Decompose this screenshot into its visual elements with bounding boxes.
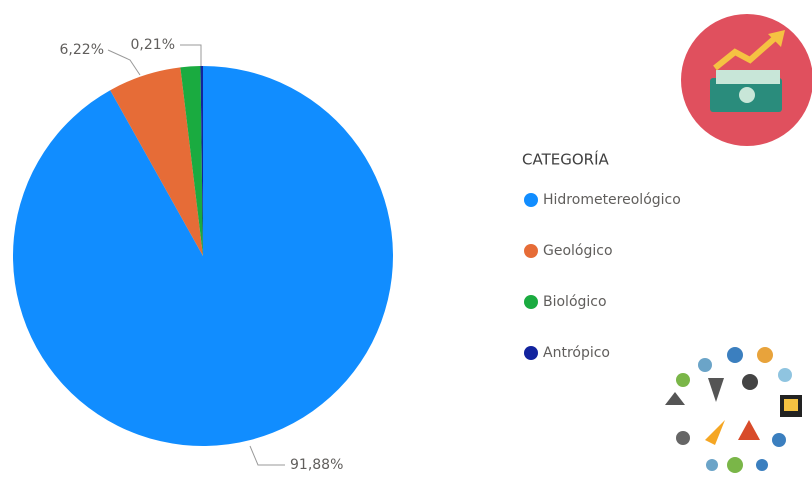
icon [756,459,768,471]
icon-arrowhead [768,30,785,47]
icon-arrow [713,35,777,71]
legend-label[interactable]: Biológico [543,294,607,310]
icon [706,459,718,471]
icon [727,347,743,363]
legend-label[interactable]: Hidrometereológico [543,192,681,208]
pie-slice[interactable] [180,66,203,256]
leader-line [107,49,141,76]
pie-slice[interactable] [110,67,203,257]
pie-slice[interactable] [13,66,394,446]
icon [742,374,758,390]
icon [676,431,690,445]
icon [778,368,792,382]
pie-slice[interactable] [200,66,203,256]
icon [676,373,690,387]
icon [784,399,798,411]
data-label: 6,22% [60,42,104,58]
legend-marker[interactable] [524,295,538,309]
icon [705,420,725,445]
icon [727,457,743,473]
icon [738,420,760,440]
icon [665,392,685,405]
data-label: 0,21% [131,37,175,53]
data-label: 91,88% [290,457,343,473]
icon-coin [739,87,755,103]
legend-label[interactable]: Antrópico [543,345,610,361]
legend-marker[interactable] [524,193,538,207]
icon [698,358,712,372]
legend-label[interactable]: Geológico [543,243,613,259]
money-icon [681,14,812,146]
icon [772,433,786,447]
legend-marker[interactable] [524,244,538,258]
icon [708,378,724,402]
leader-line [180,44,202,66]
leader-line [249,445,285,466]
icon [757,347,773,363]
icon-bill [716,70,780,84]
legend-title: CATEGORÍA [522,150,609,169]
disaster-icons [665,347,802,473]
legend-marker[interactable] [524,346,538,360]
